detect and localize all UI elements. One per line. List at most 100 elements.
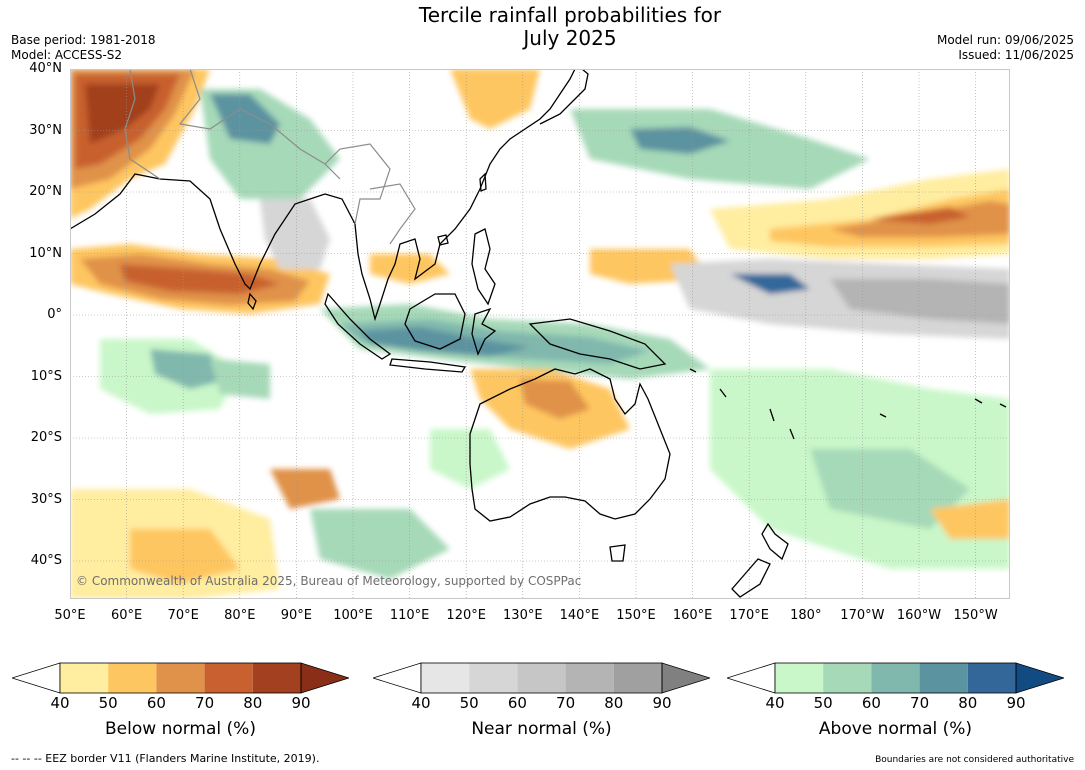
metadata-right: Model run: 09/06/2025 Issued: 11/06/2025 [937, 33, 1074, 63]
coastline-pacific-islands [689, 368, 1007, 440]
below-normal-region [85, 84, 160, 144]
longitude-label: 170°E [729, 608, 769, 623]
below-normal-region [130, 529, 240, 584]
longitude-label: 140°E [559, 608, 600, 623]
colorbar-segment [613, 663, 662, 693]
below-normal-region [930, 499, 1010, 539]
border-line [369, 183, 416, 245]
colorbar-caption: Near normal (%) [471, 719, 612, 739]
above-normal-region [730, 274, 810, 294]
longitude-label: 180° [790, 608, 822, 623]
colorbar-segment [156, 663, 205, 693]
coastline-australia [469, 368, 671, 522]
eez-footnote: -- -- -- EEZ border V11 (Flanders Marine… [11, 752, 320, 765]
map-title: Tercile rainfall probabilities for July … [0, 4, 1085, 50]
colorbar-tick-label: 80 [958, 694, 978, 712]
colorbar [12, 662, 349, 694]
colorbar-frame [420, 662, 663, 694]
colorbar-tick-label: 70 [556, 694, 576, 712]
colorbar-tick-label: 70 [910, 694, 930, 712]
boundaries-disclaimer: Boundaries are not considered authoritat… [875, 755, 1074, 765]
below-normal-region [120, 264, 280, 294]
longitude-label: 80°E [224, 608, 256, 623]
latitude-label: 10°S [30, 368, 62, 384]
coastline-new-zealand [731, 558, 771, 598]
longitude-label: 70°E [167, 608, 199, 623]
coastline-hainan [437, 234, 449, 246]
latitude-label: 10°N [29, 245, 62, 261]
title-line-1: Tercile rainfall probabilities for [418, 3, 722, 27]
colorbar-segment [919, 663, 968, 693]
copyright-notice: © Commonwealth of Australia 2025, Bureau… [76, 574, 582, 588]
coastline-philippines [471, 228, 496, 306]
base-period: Base period: 1981-2018 [11, 33, 156, 47]
colorbar-caption: Below normal (%) [105, 719, 256, 739]
colorbar-segment [871, 663, 920, 693]
colorbar-tick-label: 60 [861, 694, 881, 712]
colorbar-segment [823, 663, 872, 693]
colorbar [373, 662, 710, 694]
colorbar-under-extension [727, 662, 776, 694]
colorbar-tick-label: 60 [507, 694, 527, 712]
above-normal-region [210, 94, 280, 144]
near-normal-region [260, 199, 330, 269]
border-line [178, 69, 341, 180]
border-line [124, 69, 161, 180]
coastline-borneo [404, 293, 466, 350]
latitude-label: 20°S [30, 430, 62, 445]
colorbar-tick-label: 90 [1006, 694, 1026, 712]
above-normal-region [630, 127, 730, 154]
colorbar-segment [565, 663, 614, 693]
coastline-taiwan [479, 172, 487, 192]
coastline-japan [539, 69, 589, 125]
graticule [70, 69, 1010, 599]
colorbar-segment [517, 663, 566, 693]
colorbar-tick-label: 70 [195, 694, 215, 712]
latitude-label: 30°S [30, 491, 62, 507]
colorbar-tick-label: 50 [98, 694, 118, 712]
longitude-label: 160°W [896, 608, 942, 623]
below-normal-region [870, 207, 970, 224]
below-normal-region [520, 379, 590, 419]
longitude-label: 110°E [389, 608, 430, 623]
coastline-new-guinea [528, 318, 667, 370]
latitude-label: 0° [47, 307, 62, 322]
colorbar-caption: Above normal (%) [818, 719, 973, 739]
coastline-sumatra [324, 292, 392, 360]
colorbar-tick-label: 60 [146, 694, 166, 712]
longitude-label: 60°E [110, 608, 143, 623]
colorbar-segment [421, 663, 470, 693]
colorbar-over-extension [300, 662, 349, 694]
below-normal-region [270, 469, 340, 509]
colorbar-tick-label: 80 [243, 694, 263, 712]
colorbar-segment [775, 663, 824, 693]
border-line [324, 143, 391, 225]
rainfall-probability-map [70, 69, 1010, 599]
colorbar-under-extension [373, 662, 422, 694]
latitude-label: 20°N [29, 184, 62, 199]
below-normal-region [450, 69, 540, 129]
latitude-label: 30°N [29, 122, 62, 138]
colorbar-tick-label: 80 [604, 694, 624, 712]
colorbar-over-extension [1015, 662, 1064, 694]
model-name: Model: ACCESS-S2 [11, 48, 123, 62]
coastline-sri-lanka [247, 292, 257, 311]
colorbar-segment [469, 663, 518, 693]
longitude-label: 150°E [616, 608, 656, 623]
coastline-new-zealand [761, 522, 789, 561]
above-normal-region [360, 327, 530, 357]
colorbar-segment [60, 663, 109, 693]
near-normal-region [830, 279, 1010, 324]
colorbar-tick-label: 50 [459, 694, 479, 712]
colorbar-segment [204, 663, 253, 693]
latitude-label: 40°N [29, 61, 62, 76]
longitude-label: 90°E [280, 608, 313, 623]
colorbar [727, 662, 1064, 694]
map-frame [70, 69, 1010, 599]
coastline-tasmania [609, 544, 626, 562]
colorbar-under-extension [12, 662, 61, 694]
longitude-label: 130°E [503, 608, 543, 623]
colorbar-tick-label: 90 [291, 694, 311, 712]
above-normal-region [310, 509, 450, 579]
colorbar-segment [967, 663, 1016, 693]
